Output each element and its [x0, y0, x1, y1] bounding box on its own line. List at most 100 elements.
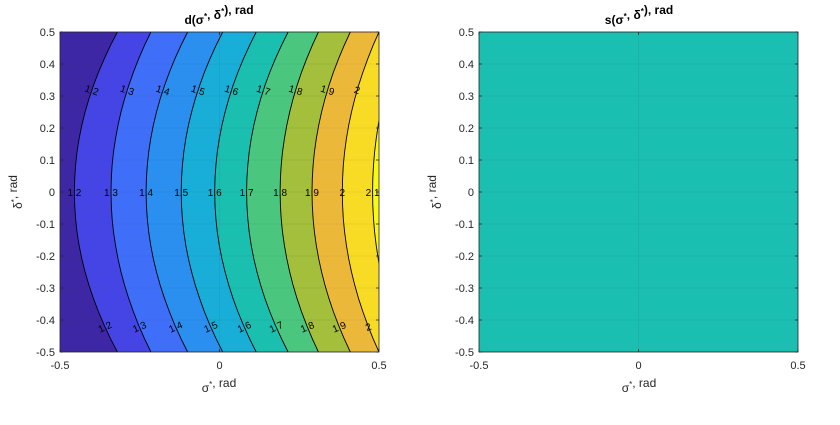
contour-label: 1.8	[287, 84, 304, 99]
x-tick-label: 0.5	[371, 360, 386, 372]
y-tick-label: -0.4	[455, 315, 474, 327]
contour-label-text: 1.9	[331, 320, 348, 336]
contour-line	[73, 32, 118, 352]
x-tick-label: -0.5	[470, 360, 489, 372]
contour-label: 1.7	[268, 320, 286, 336]
contour-label: 1.6	[223, 84, 240, 99]
contour-label-text: 1.2	[83, 84, 100, 99]
contour-label: 1.9	[319, 84, 336, 99]
contour-label-text: 2	[340, 188, 346, 199]
y-tick-label: -0.1	[36, 219, 55, 231]
contour-label-text: 1.2	[67, 188, 81, 199]
right-y-ticks: -0.5 -0.4 -0.3 -0.2 -0.1 0 0.1 0.2 0.3 0.4 0.5	[455, 27, 798, 359]
left-y-axis-label: δ*, rad	[6, 175, 25, 209]
right-chart-title: s(σ*, δ*), rad	[605, 3, 673, 27]
contour-label-text: 1.5	[189, 84, 206, 99]
y-tick-label: 0	[468, 187, 474, 199]
right-x-axis-label: σ*, rad	[622, 376, 657, 395]
contour-label: 1.4	[167, 320, 185, 336]
contour-line	[214, 32, 257, 352]
y-tick-label: 0.2	[40, 123, 55, 135]
contour-line	[341, 32, 379, 352]
contour-label-text: 1.5	[174, 188, 188, 199]
contour-label: 1.7	[240, 188, 254, 199]
y-tick-label: -0.2	[455, 251, 474, 263]
contour-label-text: 1.6	[223, 84, 240, 99]
chart-left: 1.2 1.2 1.2 1.3 1.3 1.3 1.4 1.4 1.4 1.5 1.5 1.5 1.6 1…	[6, 3, 387, 395]
contour-line	[180, 32, 224, 352]
y-tick-label: 0.4	[40, 59, 55, 71]
x-tick-label: -0.5	[51, 360, 70, 372]
chart-right: -0.5 -0.4 -0.3 -0.2 -0.1 0 0.1 0.2 0.3 0.4 0.5 -0.…	[425, 3, 806, 395]
contour-label-text: 2.1	[366, 188, 380, 199]
y-tick-label: -0.2	[36, 251, 55, 263]
contour-label-text: 1.8	[273, 188, 287, 199]
contour-label-text: 1.6	[236, 320, 254, 336]
x-tick-label: 0	[635, 360, 641, 372]
right-y-axis-label: δ*, rad	[425, 175, 444, 209]
left-chart-title: d(σ*, δ*), rad	[184, 3, 253, 27]
contour-label: 1.3	[131, 320, 148, 336]
right-x-ticks: -0.5 0 0.5	[470, 32, 806, 372]
y-tick-label: 0.2	[459, 123, 474, 135]
x-tick-label: 0	[216, 360, 222, 372]
contour-label: 1.4	[154, 84, 171, 99]
contour-label: 1.2	[67, 188, 81, 199]
contour-label: 1.3	[104, 188, 118, 199]
contour-label: 1.6	[208, 188, 222, 199]
left-y-ticks: -0.5 -0.4 -0.3 -0.2 -0.1 0 0.1 0.2 0.3 0.4 0.5	[36, 27, 379, 359]
y-tick-label: 0.5	[459, 27, 474, 39]
contour-label: 1.6	[236, 320, 254, 336]
y-tick-label: 0.3	[459, 91, 474, 103]
contour-line	[279, 32, 319, 352]
contour-label-text: 1.8	[299, 320, 316, 336]
contour-label: 1.5	[174, 188, 188, 199]
contour-label: 1.3	[119, 84, 136, 99]
contour-label: 1.2	[83, 84, 100, 99]
contour-label: 1.9	[331, 320, 348, 336]
y-tick-label: -0.5	[36, 347, 55, 359]
contour-label-text: 1.9	[319, 84, 336, 99]
y-tick-label: 0.5	[40, 27, 55, 39]
contour-label-text: 1.2	[97, 320, 115, 336]
contour-line	[311, 32, 351, 352]
contour-label: 2	[364, 322, 374, 334]
contour-label: 2	[340, 188, 346, 199]
contour-label-text: 1.8	[287, 84, 304, 99]
contour-line	[110, 32, 152, 352]
y-tick-label: 0.4	[459, 59, 474, 71]
contour-label: 1.7	[255, 84, 272, 99]
contour-label: 1.4	[139, 188, 153, 199]
contour-label-text: 1.4	[139, 188, 153, 199]
contour-label: 1.8	[299, 320, 316, 336]
contour-label: 1.5	[189, 84, 206, 99]
y-tick-label: 0.3	[40, 91, 55, 103]
contour-label-text: 1.4	[167, 320, 185, 336]
contour-label-text: 1.3	[104, 188, 118, 199]
y-tick-label: -0.4	[36, 315, 55, 327]
contour-label-text: 1.3	[131, 320, 148, 336]
contour-label: 1.8	[273, 188, 287, 199]
contour-label-text: 1.4	[154, 84, 171, 99]
x-tick-label: 0.5	[790, 360, 805, 372]
contour-label-text: 1.7	[240, 188, 254, 199]
contour-label-text: 1.9	[305, 188, 319, 199]
contour-label-text: 1.3	[119, 84, 136, 99]
left-x-axis-label: σ*, rad	[202, 376, 237, 395]
contour-label-text: 2	[364, 322, 374, 334]
contour-label: 2	[353, 85, 362, 97]
left-contour-labels: 1.2 1.2 1.2 1.3 1.3 1.3 1.4 1.4 1.4 1.5 1.5 1.5 1.6 1…	[67, 84, 380, 336]
y-tick-label: 0	[49, 187, 55, 199]
contour-label-text: 1.5	[203, 320, 221, 336]
y-tick-label: -0.3	[36, 283, 55, 295]
y-tick-label: -0.3	[455, 283, 474, 295]
contour-label-text: 1.7	[255, 84, 272, 99]
contour-label: 1.5	[203, 320, 221, 336]
contour-label-text: 1.6	[208, 188, 222, 199]
contour-label-text: 2	[353, 85, 362, 97]
y-tick-label: -0.5	[455, 347, 474, 359]
contour-line	[246, 32, 289, 352]
contour-line	[145, 32, 189, 352]
left-x-ticks: -0.5 0 0.5	[51, 32, 387, 372]
y-tick-label: 0.1	[40, 155, 55, 167]
